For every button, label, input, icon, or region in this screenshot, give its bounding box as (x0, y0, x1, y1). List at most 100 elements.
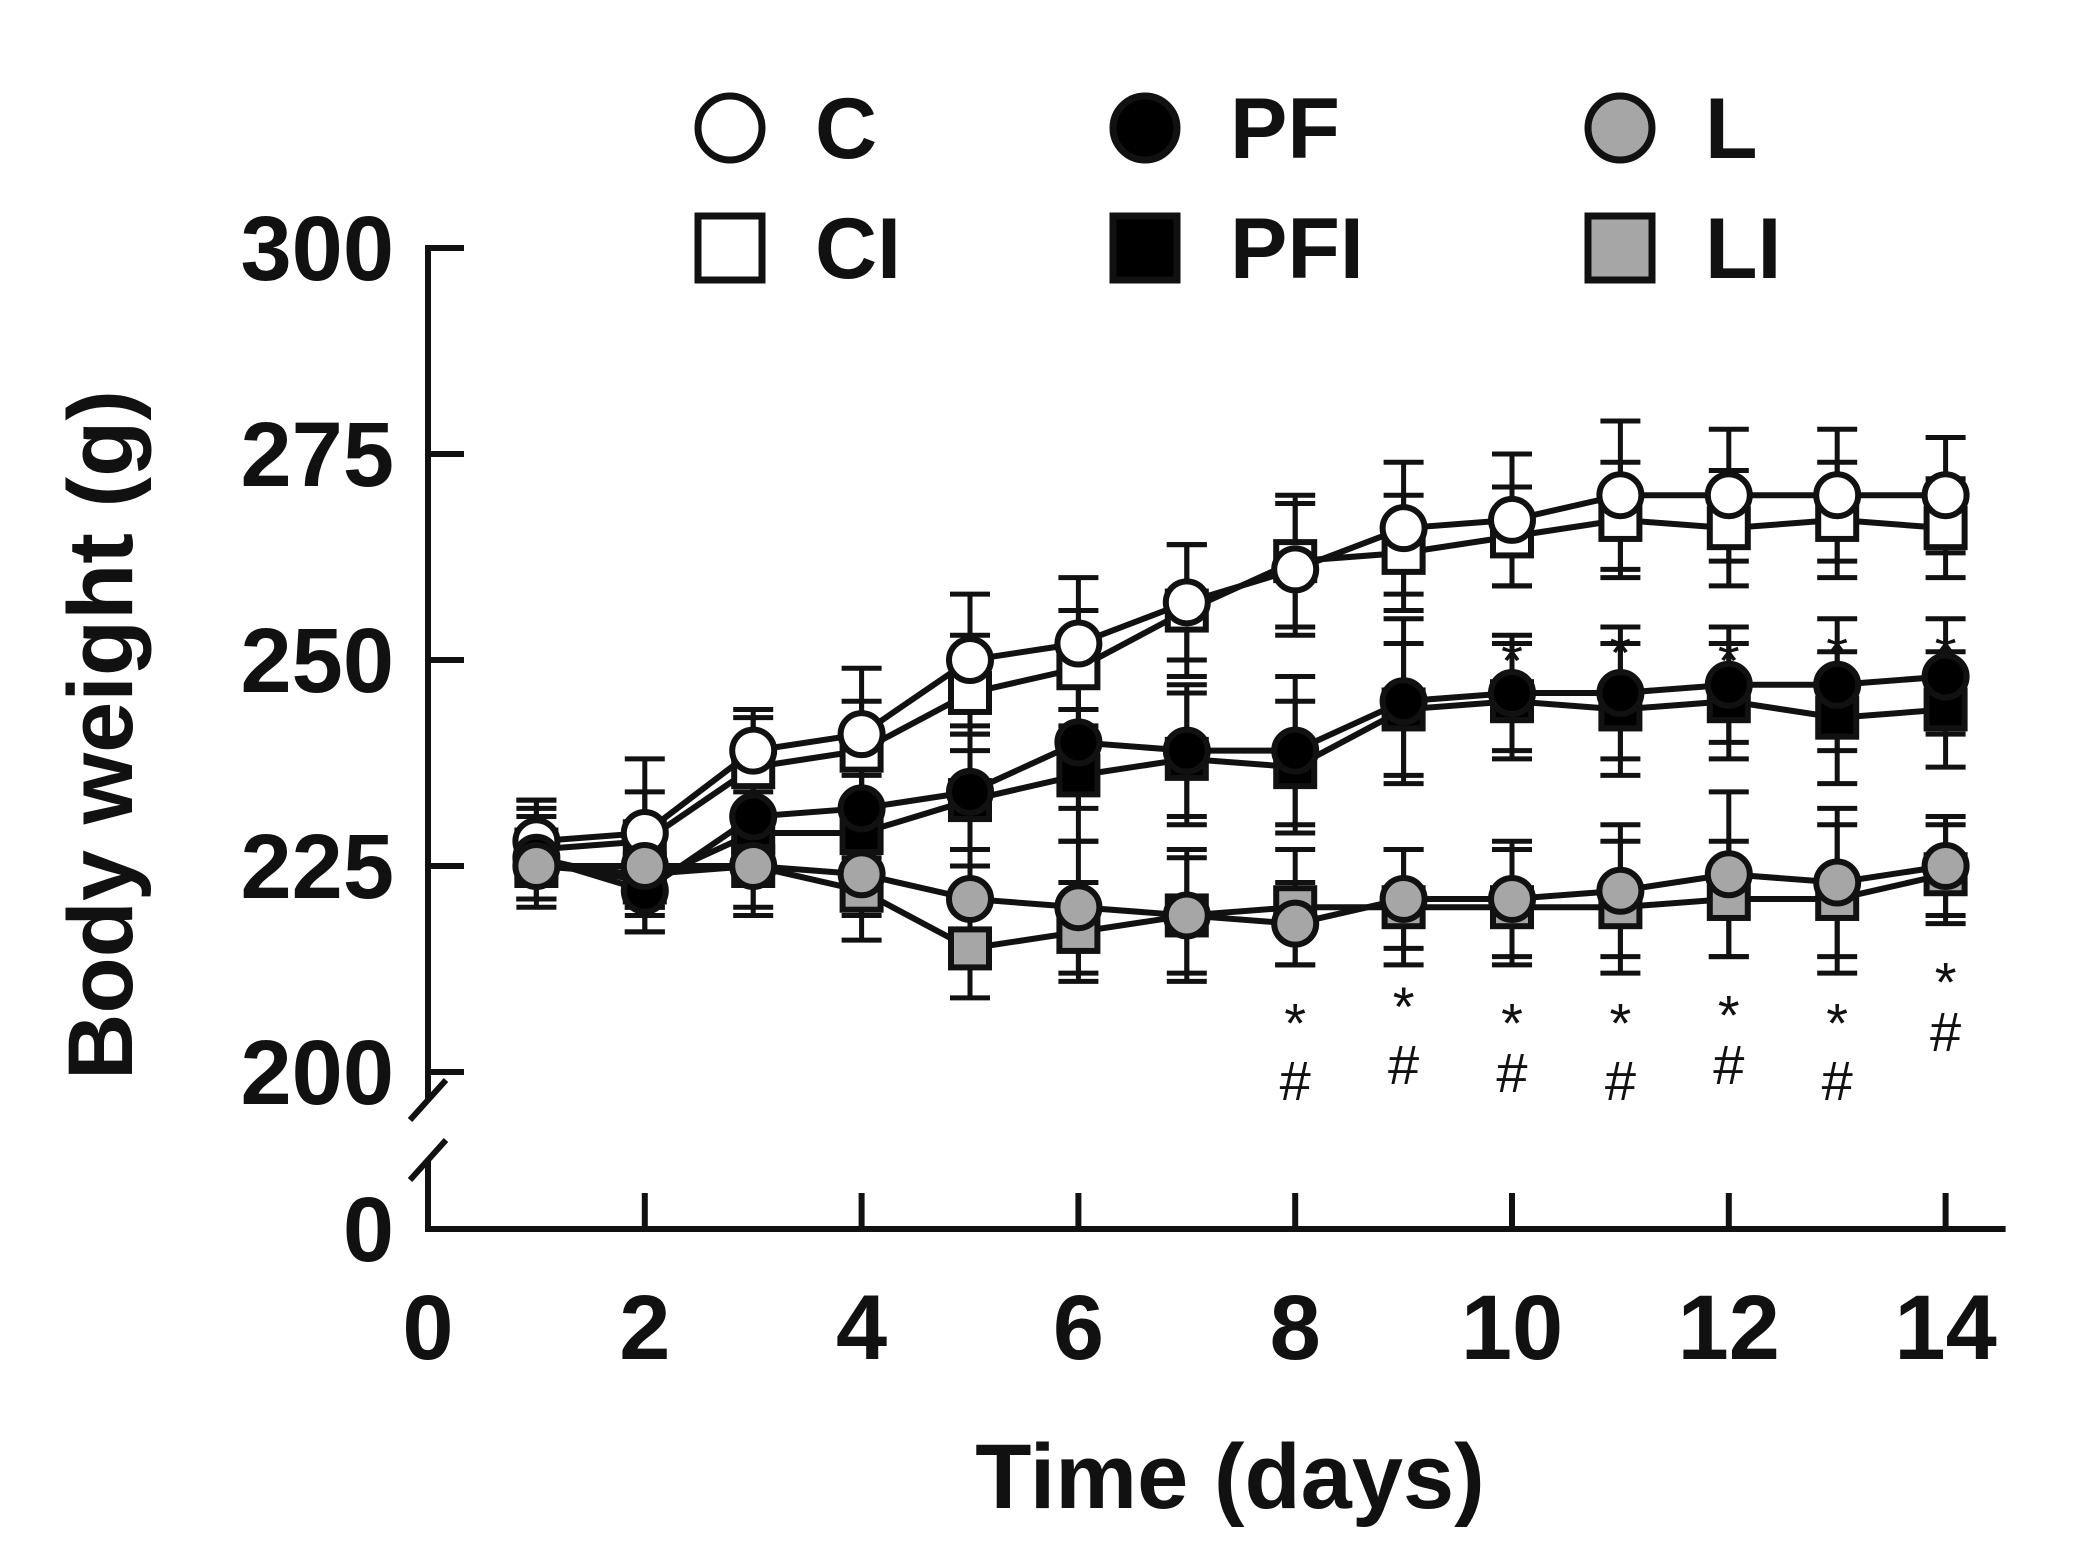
hash-mark: # (1388, 1033, 1419, 1096)
data-point (1488, 668, 1536, 717)
legend-marker (694, 212, 766, 284)
data-point (620, 842, 669, 890)
data-point (837, 784, 886, 833)
asterisk-mark: * (1501, 629, 1523, 692)
legend-marker (1109, 212, 1181, 284)
hash-mark: # (1605, 1049, 1636, 1112)
legend-label: PFI (1230, 201, 1364, 297)
legend-label: CI (815, 201, 901, 297)
y-axis-break-mark (407, 1137, 449, 1183)
y-tick-label-zero: 0 (343, 1179, 394, 1281)
data-point (1379, 677, 1428, 726)
hash-mark: # (1280, 1049, 1311, 1112)
x-tick-label: 8 (1270, 1277, 1321, 1379)
asterisk-mark: * (1718, 983, 1740, 1046)
data-point (512, 842, 561, 890)
x-axis-title: Time (days) (975, 1426, 1485, 1528)
asterisk-mark: * (1826, 992, 1848, 1055)
legend-entry-pf: PF (1109, 81, 1340, 177)
data-point (729, 842, 778, 890)
data-point (1921, 471, 1970, 520)
legend-marker (1109, 92, 1181, 164)
data-point (1054, 883, 1103, 932)
asterisk-mark: * (1935, 950, 1957, 1013)
data-point (1162, 578, 1211, 627)
legend: C CI PF PFI L LI (694, 81, 1781, 297)
data-point (1596, 668, 1645, 717)
y-tick-label: 275 (241, 404, 395, 506)
x-tick-label: 12 (1678, 1277, 1780, 1379)
x-tick-label: 2 (619, 1277, 670, 1379)
x-tick-label: 4 (836, 1277, 887, 1379)
data-point (1488, 874, 1536, 923)
data-point (946, 874, 994, 923)
y-axis-title: Body weight (g) (50, 390, 152, 1080)
hash-mark: # (1822, 1049, 1853, 1112)
asterisk-mark: * (1935, 621, 1957, 684)
data-point (1813, 660, 1862, 709)
asterisk-mark: * (1826, 621, 1848, 684)
x-tick-label: 14 (1894, 1277, 1996, 1379)
y-tick-label: 250 (241, 610, 395, 712)
y-tick-label: 300 (241, 198, 395, 300)
significance-annotations: * * * * **#*#*#*#*#*#*# (1280, 621, 1962, 1112)
x-tick-label: 0 (402, 1277, 453, 1379)
legend-marker (1584, 92, 1656, 164)
legend-entry-li: LI (1584, 201, 1781, 297)
y-axis-break-mark (407, 1077, 449, 1123)
legend-label: C (815, 81, 877, 177)
data-point (1162, 726, 1211, 775)
legend-marker (1584, 212, 1656, 284)
data-point (1379, 874, 1428, 923)
data-point (1271, 545, 1320, 594)
data-point (837, 710, 886, 759)
hash-mark: # (1496, 1041, 1527, 1104)
hash-mark: # (1930, 1000, 1961, 1063)
legend-marker (694, 92, 766, 164)
data-point (1271, 726, 1320, 775)
data-point (946, 636, 994, 684)
data-point (1379, 504, 1428, 553)
legend-entry-c: C (694, 81, 877, 177)
asterisk-mark: * (1501, 992, 1523, 1055)
asterisk-mark: * (1718, 629, 1740, 692)
legend-label: LI (1705, 201, 1781, 297)
data-point (1271, 899, 1320, 948)
legend-entry-l: L (1584, 81, 1758, 177)
legend-label: PF (1230, 81, 1340, 177)
asterisk-mark: * (1393, 975, 1415, 1038)
y-tick-label: 225 (241, 816, 395, 918)
data-point (1813, 471, 1862, 520)
series-layer (512, 418, 1970, 1001)
data-point (948, 926, 992, 971)
legend-entry-pfi: PFI (1109, 201, 1364, 297)
data-point (1813, 858, 1862, 907)
data-point (1704, 660, 1753, 709)
asterisk-mark: * (1610, 992, 1632, 1055)
data-point (946, 767, 994, 816)
data-point (1054, 718, 1103, 767)
data-point (1162, 891, 1211, 940)
legend-entry-ci: CI (694, 201, 901, 297)
asterisk-mark: * (1610, 621, 1632, 684)
data-point (1704, 471, 1753, 520)
y-tick-label: 200 (241, 1022, 395, 1124)
axes: 200 225 250 275 300 00 2 4 6 8 10 12 14 (241, 198, 2006, 1379)
data-point (1921, 652, 1970, 701)
series-l-points (512, 842, 1970, 948)
data-point (1921, 842, 1970, 890)
data-point (1488, 495, 1536, 544)
asterisk-mark: * (1284, 992, 1306, 1055)
data-point (1596, 866, 1645, 915)
data-point (1054, 619, 1103, 668)
hash-mark: # (1713, 1033, 1744, 1096)
legend-label: L (1705, 81, 1758, 177)
x-tick-label: 10 (1461, 1277, 1563, 1379)
data-point (1704, 850, 1753, 899)
data-point (729, 726, 778, 775)
x-tick-label: 6 (1053, 1277, 1104, 1379)
data-point (1596, 471, 1645, 520)
data-point (729, 792, 778, 841)
data-point (837, 850, 886, 899)
